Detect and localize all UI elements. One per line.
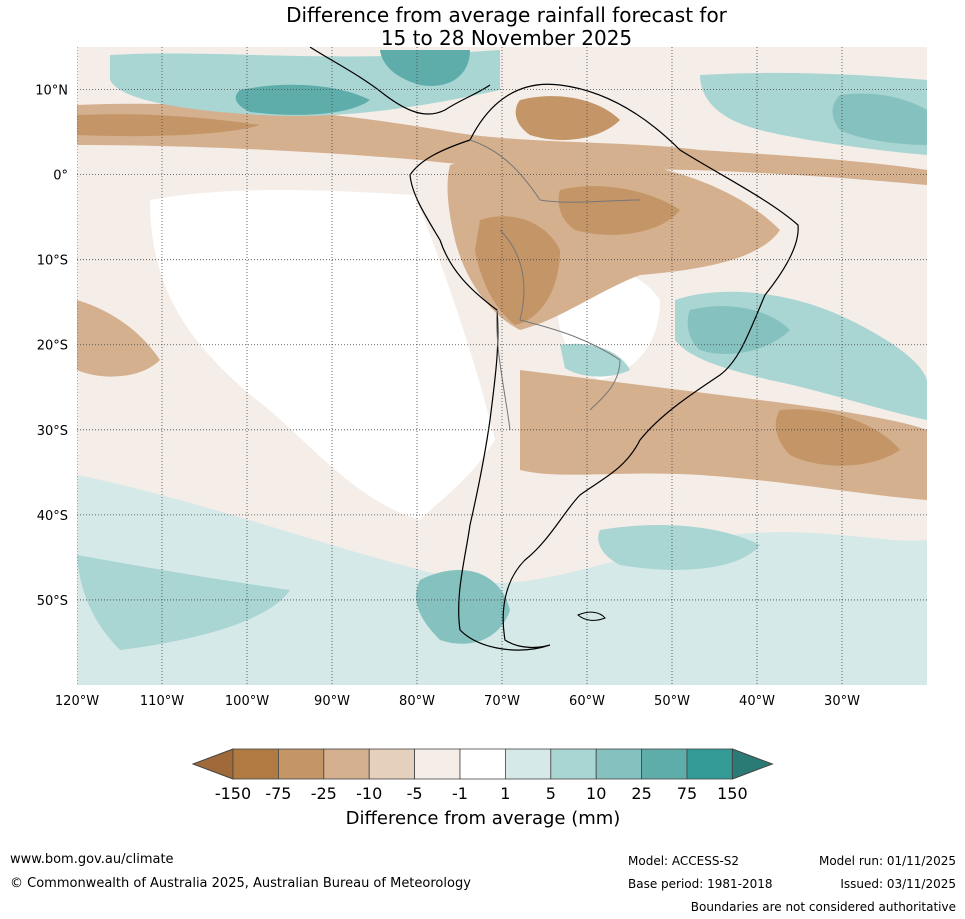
colorbar-title: Difference from average (mm): [345, 808, 621, 829]
colorbar-segment: [414, 748, 461, 780]
lat-label: 20°S: [37, 339, 68, 354]
central-america-coastline: [309, 47, 491, 115]
colorbar-tick-label: 10: [586, 784, 606, 803]
colorbar-tick-labels: -150 -75 -25 -10 -5 -1 1 5 10 25 75 150: [215, 784, 748, 803]
colorbar-segment: [504, 748, 552, 780]
colorbar-tick-label: -10: [356, 784, 382, 803]
lat-label: 40°S: [37, 509, 68, 524]
neutral-pacific-area: [150, 190, 495, 520]
lon-label: 60°W: [569, 694, 605, 709]
colorbar-segment: [232, 748, 279, 780]
drier-amazon-core-east: [558, 186, 680, 235]
lat-label: 50°S: [37, 594, 68, 609]
disclaimer-text: Boundaries are not considered authoritat…: [690, 900, 956, 914]
lon-label: 90°W: [314, 694, 350, 709]
copyright-text: © Commonwealth of Australia 2025, Austra…: [10, 876, 471, 891]
map-title: Difference from average rainfall forecas…: [0, 4, 965, 50]
colorbar-tick-label: -75: [265, 784, 291, 803]
colorbar-segment: [277, 748, 325, 780]
lat-label: 10°S: [37, 254, 68, 269]
lat-label: 10°N: [35, 84, 68, 99]
colorbar-segment: [641, 748, 688, 780]
colorbar-tick-label: 75: [677, 784, 697, 803]
drier-amazon-core-west: [475, 216, 560, 325]
colorbar-tick-label: 25: [631, 784, 651, 803]
colorbar-segment: [686, 748, 733, 780]
website-link[interactable]: www.bom.gov.au/climate: [10, 852, 174, 867]
colorbar-segment: [459, 748, 506, 780]
colorbar-segment: [550, 748, 597, 780]
title-line-2: 15 to 28 November 2025: [380, 26, 633, 50]
wetter-south-atlantic-patch: [598, 525, 760, 570]
longitude-labels: 120°W 110°W 100°W 90°W 80°W 70°W 60°W 50°W 40°W 3…: [55, 694, 860, 709]
colorbar-extend-high: [731, 748, 774, 780]
lon-label: 80°W: [399, 694, 435, 709]
falkland-islands: [577, 611, 606, 621]
colorbar-tick-label: -1: [452, 784, 468, 803]
lon-label: 70°W: [484, 694, 520, 709]
wetter-southern-band: [77, 475, 927, 685]
base-period-text: Base period: 1981-2018: [628, 877, 773, 891]
colorbar-segment: [323, 748, 370, 780]
drier-equatorial-core: [77, 114, 260, 137]
wetter-paraguay-patch: [560, 343, 630, 377]
lat-label: 30°S: [37, 424, 68, 439]
lon-label: 100°W: [225, 694, 269, 709]
wetter-north-atlantic-core: [832, 93, 927, 145]
lon-label: 30°W: [824, 694, 860, 709]
colorbar-tick-label: -25: [311, 784, 337, 803]
latitude-labels: 10°N 0° 10°S 20°S 30°S 40°S 50°S: [35, 84, 68, 609]
wetter-patagonia-coast: [416, 570, 510, 644]
drier-south-atlantic-core: [775, 409, 900, 466]
lon-label: 40°W: [739, 694, 775, 709]
colorbar-segment: [595, 748, 643, 780]
graticule: [77, 47, 927, 685]
lat-label: 0°: [53, 169, 68, 184]
title-line-1: Difference from average rainfall forecas…: [286, 3, 727, 27]
wetter-southern-patch: [77, 555, 290, 650]
colorbar: [191, 748, 774, 780]
issued-text: Issued: 03/11/2025: [840, 877, 956, 891]
colorbar-tick-label: 5: [546, 784, 556, 803]
colorbar-segment: [368, 748, 416, 780]
drier-south-atlantic-area: [520, 370, 927, 500]
map-frame: [77, 47, 927, 685]
wetter-se-brazil-core: [687, 306, 790, 354]
lon-label: 120°W: [55, 694, 99, 709]
south-america-coastline: [409, 83, 799, 651]
colorbar-tick-label: -5: [407, 784, 423, 803]
colorbar-tick-label: 150: [717, 784, 748, 803]
drier-east-pacific-patch: [77, 300, 160, 377]
lon-label: 50°W: [654, 694, 690, 709]
colorbar-tick-label: 1: [500, 784, 510, 803]
wetter-caribbean-core: [380, 50, 470, 86]
drier-equatorial-band: [77, 103, 927, 185]
wetter-north-pacific-core: [235, 84, 370, 115]
colorbar-extend-low: [191, 748, 234, 780]
model-text: Model: ACCESS-S2: [628, 854, 740, 868]
model-run-text: Model run: 01/11/2025: [818, 854, 956, 868]
colorbar-tick-label: -150: [215, 784, 251, 803]
country-borders: [469, 139, 641, 431]
lon-label: 110°W: [140, 694, 184, 709]
drier-venezuela-core: [515, 96, 620, 140]
